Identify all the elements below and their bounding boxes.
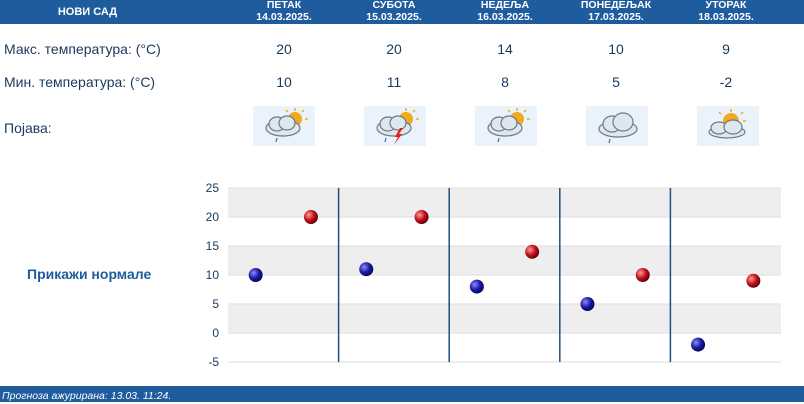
grid-band [228, 217, 781, 246]
max-temp-value: 10 [608, 41, 624, 57]
min-temp-value: 11 [386, 74, 402, 90]
day-name: ПЕТАК [266, 0, 302, 11]
y-tick-label: -5 [208, 355, 219, 369]
temperature-chart: 25 20 15 10 5 0 -5 [206, 181, 781, 369]
partly-cloudy-rain-icon [253, 106, 315, 146]
min-temp-point [248, 268, 263, 282]
day-name: УТОРАК [705, 0, 747, 11]
max-temp-value: 14 [497, 41, 513, 57]
max-temp-point [414, 210, 429, 224]
y-tick-label: 25 [206, 181, 220, 195]
y-tick-label: 20 [206, 210, 220, 224]
max-temp-value: 9 [722, 41, 730, 57]
min-temp-point [580, 297, 595, 311]
day-date: 15.03.2025. [366, 10, 422, 23]
forecast-header: НОВИ САД ПЕТАК 14.03.2025. СУБОТА 15.03.… [0, 0, 804, 24]
day-header-1: ПЕТАК 14.03.2025. [229, 0, 339, 24]
min-temp-point [691, 337, 706, 352]
day-header-3: НЕДЕЉА 16.03.2025. [450, 0, 560, 24]
min-temp-label: Мин. температура: (°C) [4, 74, 156, 90]
max-temp-value: 20 [386, 41, 402, 57]
min-temp-value: 10 [276, 74, 292, 90]
y-tick-label: 5 [212, 297, 219, 311]
grid-band [228, 275, 781, 304]
y-tick-label: 0 [212, 326, 219, 340]
max-temp-point [746, 273, 761, 288]
day-header-2: СУБОТА 15.03.2025. [339, 0, 449, 24]
grid-band [228, 304, 781, 333]
forecast-updated-text: Прогноза ажурирана: 13.03. 11:24. [2, 390, 172, 402]
min-temp-value: 8 [501, 74, 509, 90]
grid-band [228, 246, 781, 275]
max-temp-point [525, 244, 540, 259]
day-date: 14.03.2025. [256, 10, 312, 23]
day-name: СУБОТА [372, 0, 416, 11]
min-temp-value: -2 [719, 74, 733, 90]
day-name: НЕДЕЉА [480, 0, 530, 11]
day-header-4: ПОНЕДЕЉАК 17.03.2025. [561, 0, 671, 24]
max-temp-value: 20 [276, 41, 292, 57]
min-temp-point [359, 262, 374, 277]
footer-bar: Прогноза ажурирана: 13.03. 11:24. [0, 386, 804, 402]
day-date: 18.03.2025. [698, 10, 754, 23]
max-temp-point [635, 268, 650, 282]
partly-cloudy-rain-icon [475, 106, 537, 146]
max-temp-label: Макс. температура: (°C) [4, 41, 161, 57]
city-name: НОВИ САД [57, 6, 118, 18]
cloudy-rain-icon [586, 106, 648, 146]
phenomenon-label: Појава: [4, 120, 52, 136]
max-temp-point [303, 210, 318, 224]
grid-band [228, 333, 781, 362]
y-tick-label: 10 [206, 268, 220, 282]
min-temp-value: 5 [612, 74, 620, 90]
grid-band [228, 188, 781, 217]
day-header-5: УТОРАК 18.03.2025. [671, 0, 781, 24]
partly-cloudy-icon [697, 106, 759, 146]
day-date: 17.03.2025. [588, 10, 644, 23]
y-tick-label: 15 [206, 239, 220, 253]
day-name: ПОНЕДЕЉАК [580, 0, 652, 11]
min-temp-point [469, 279, 484, 294]
show-normals-link[interactable]: Прикажи нормале [27, 266, 152, 282]
thunderstorm-icon [364, 106, 426, 146]
day-date: 16.03.2025. [477, 10, 533, 23]
